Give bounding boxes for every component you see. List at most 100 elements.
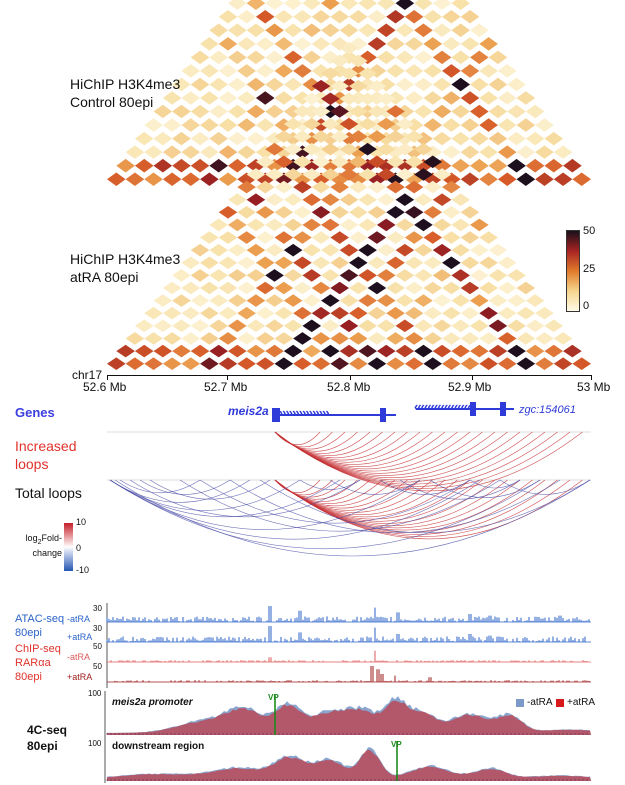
hic-cell	[507, 77, 526, 92]
hic-cell	[330, 306, 349, 320]
hic-cell	[200, 256, 219, 270]
hic-cell	[283, 168, 303, 181]
total-loop-arc-blue	[129, 479, 361, 517]
increased-loops-line1: Increased	[15, 438, 77, 454]
genes-label: Genes	[15, 405, 55, 420]
hic-cell	[274, 91, 294, 105]
hic-cell	[376, 193, 396, 206]
hic-cell	[181, 145, 201, 159]
fourc-line1: 4C-seq	[27, 723, 68, 737]
hic-cell	[330, 231, 349, 244]
hic-cell	[451, 344, 470, 358]
hic-cell	[423, 180, 443, 194]
total-loop-arc-blue	[109, 479, 251, 503]
hic-cell	[237, 180, 256, 194]
hic-cell	[563, 344, 582, 358]
hic-cell	[228, 218, 247, 232]
hic-cell	[358, 168, 377, 181]
hic-cell	[172, 344, 191, 358]
hic-cell	[265, 131, 284, 146]
hic-cell	[367, 256, 387, 270]
hic-cell	[237, 172, 256, 186]
hic-cell	[479, 281, 498, 295]
hic-cell	[321, 168, 340, 181]
hic-cell	[516, 118, 536, 132]
hic-cell	[190, 104, 210, 119]
hic-cell	[395, 294, 415, 307]
hic-cell	[228, 158, 247, 173]
hic-cell	[451, 158, 470, 173]
hic-cell	[367, 332, 387, 345]
hic-cell	[367, 172, 387, 186]
axis-line	[107, 375, 592, 376]
hic-cell	[144, 332, 163, 345]
hic-cell	[544, 158, 564, 173]
hic-cell	[246, 243, 266, 257]
hic-cell	[265, 0, 284, 10]
hic-cell	[293, 281, 312, 295]
hic-cell	[358, 269, 377, 282]
legend-minus-swatch	[516, 699, 524, 707]
hic-cell	[358, 104, 377, 119]
hic-cell	[386, 37, 405, 51]
hic-cell	[460, 145, 480, 159]
axis-chrom: chr17	[72, 368, 103, 382]
hic-cell	[237, 118, 256, 132]
hic-cell	[172, 269, 191, 282]
hic-cell	[507, 158, 526, 173]
hic-cell	[497, 64, 517, 78]
increased-loops-line2: loops	[15, 456, 49, 472]
hic-cell	[283, 104, 303, 119]
axis-tick-label-0: 52.6 Mb	[83, 380, 127, 394]
hic-cell	[274, 332, 294, 345]
hic-cell	[349, 332, 368, 345]
chip-scale2: 50	[93, 662, 102, 671]
increased-loops-label: Increased loops	[15, 437, 76, 473]
axis-tick-label-4: 53 Mb	[577, 380, 611, 394]
axis-tick-label-3: 52.9 Mb	[448, 380, 492, 394]
hic-cell	[432, 77, 452, 92]
hic-cell	[274, 155, 294, 169]
hic-cell	[134, 344, 154, 358]
hic-cell	[367, 306, 387, 320]
hic-cell	[535, 332, 554, 345]
hic-cell	[358, 117, 377, 131]
hic-cell	[265, 319, 284, 333]
hic-cell	[507, 294, 526, 307]
hic-cell	[246, 269, 266, 282]
fourc-vp2-label: VP	[391, 740, 402, 749]
axis-tick-3	[472, 375, 473, 380]
hic-cell	[144, 172, 163, 186]
fourc-scale2: 100	[88, 739, 102, 748]
hic-cell	[442, 10, 461, 24]
hic-cell	[321, 218, 340, 232]
hic-cell	[414, 77, 433, 92]
hic-cell	[451, 319, 470, 333]
hic-cell	[339, 67, 359, 80]
hic-cell	[218, 37, 238, 51]
fourc-scale1: 100	[88, 689, 102, 698]
hic-cell	[432, 243, 452, 257]
hic-cell	[293, 10, 312, 24]
hic-cell	[423, 155, 443, 169]
hic-cell	[432, 23, 452, 38]
hic-cell	[153, 131, 173, 146]
hic-cell	[386, 306, 405, 320]
hic-cell	[330, 206, 349, 219]
hic-cell	[218, 10, 238, 24]
hic-cell	[442, 64, 461, 78]
total-loop-arc-blue	[139, 479, 231, 495]
hic-cell	[432, 319, 452, 333]
hic-cell	[470, 23, 489, 38]
hic-cell	[358, 92, 377, 106]
hic-cell	[321, 0, 340, 10]
axis-tick-0	[107, 375, 108, 380]
hic-cell	[386, 172, 405, 186]
hic-cell	[228, 243, 247, 257]
hic-cell	[265, 77, 284, 92]
hic-cell	[404, 10, 424, 24]
hic-cell	[423, 256, 443, 270]
total-loop-arc-blue	[179, 479, 501, 532]
hic-cell	[349, 54, 368, 68]
hic-cell	[423, 231, 443, 244]
